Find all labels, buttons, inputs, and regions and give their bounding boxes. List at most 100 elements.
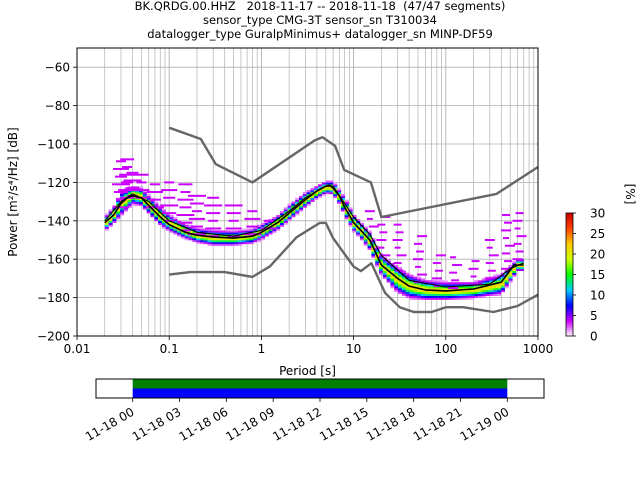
density-cell bbox=[192, 226, 197, 229]
colorbar-swatch bbox=[566, 213, 573, 216]
colorbar-swatch bbox=[566, 303, 573, 306]
density-cell bbox=[314, 195, 319, 199]
density-cell bbox=[390, 278, 395, 281]
density-cell bbox=[192, 240, 197, 243]
colorbar-swatch bbox=[566, 223, 573, 226]
density-cell bbox=[173, 230, 178, 233]
density-cell bbox=[146, 195, 151, 199]
density-cell bbox=[142, 193, 147, 197]
density-cell bbox=[420, 295, 425, 298]
density-cell bbox=[417, 293, 422, 296]
density-cell bbox=[382, 264, 387, 268]
density-cell bbox=[276, 216, 281, 220]
density-cell bbox=[398, 274, 403, 277]
density-cell bbox=[413, 282, 418, 285]
density-cell bbox=[135, 199, 140, 202]
density-cell bbox=[405, 291, 410, 295]
density-cell bbox=[481, 293, 486, 296]
outlier-cell bbox=[364, 210, 375, 213]
density-cell bbox=[215, 238, 220, 241]
density-cell bbox=[173, 228, 178, 231]
title-line-1: BK.QRDG.00.HHZ 2018-11-17 -- 2018-11-18 … bbox=[134, 0, 506, 13]
density-cell bbox=[512, 268, 517, 272]
density-cell bbox=[428, 291, 433, 295]
density-cell bbox=[306, 190, 311, 193]
density-cell bbox=[371, 249, 376, 252]
density-cell bbox=[439, 282, 445, 285]
density-cell bbox=[314, 186, 319, 189]
colorbar-swatch bbox=[566, 331, 573, 335]
density-cell bbox=[238, 240, 243, 243]
density-cell bbox=[489, 278, 494, 281]
timeline-tick-label: 11-19 00 bbox=[458, 405, 512, 444]
density-cell bbox=[161, 222, 166, 225]
density-cell bbox=[375, 249, 380, 252]
density-cell bbox=[230, 240, 235, 243]
density-cell bbox=[329, 192, 334, 195]
density-cell bbox=[158, 207, 163, 210]
density-cell bbox=[268, 228, 273, 231]
density-cell bbox=[439, 280, 445, 283]
density-cell bbox=[272, 230, 277, 233]
density-cell bbox=[432, 280, 437, 283]
outlier-cell bbox=[366, 217, 373, 220]
outlier-cell bbox=[246, 225, 259, 228]
density-cell bbox=[135, 201, 140, 204]
density-cell bbox=[386, 263, 391, 266]
colorbar-swatch bbox=[566, 311, 573, 314]
density-cell bbox=[154, 215, 159, 218]
density-cell bbox=[287, 215, 292, 218]
density-cell bbox=[154, 201, 159, 204]
density-cell bbox=[401, 291, 406, 295]
density-cell bbox=[295, 197, 300, 200]
density-cell bbox=[363, 236, 368, 239]
density-cell bbox=[462, 289, 467, 293]
density-cell bbox=[417, 295, 422, 298]
density-cell bbox=[333, 182, 338, 185]
colorbar-swatch bbox=[566, 317, 573, 320]
density-cell bbox=[158, 216, 163, 220]
density-cell bbox=[417, 291, 422, 295]
density-cell bbox=[455, 288, 460, 291]
density-cell bbox=[104, 226, 109, 229]
density-cell bbox=[291, 211, 296, 214]
density-cell bbox=[367, 234, 372, 237]
density-cell bbox=[192, 236, 197, 239]
density-cell bbox=[196, 230, 201, 233]
density-cell bbox=[245, 240, 250, 243]
density-cell bbox=[413, 291, 418, 295]
density-cell bbox=[458, 293, 464, 296]
density-cell bbox=[466, 282, 471, 285]
density-cell bbox=[234, 232, 239, 235]
density-cell bbox=[135, 197, 140, 200]
density-cell bbox=[356, 224, 361, 227]
density-cell bbox=[508, 270, 513, 273]
density-cell bbox=[299, 203, 304, 206]
density-cell bbox=[500, 276, 505, 279]
plot-frame bbox=[76, 47, 539, 337]
colorbar-swatch bbox=[566, 307, 573, 310]
density-cell bbox=[119, 203, 125, 206]
colorbar-swatch bbox=[566, 282, 573, 286]
density-cell bbox=[215, 240, 220, 243]
colorbar-swatch bbox=[566, 284, 573, 288]
density-cell bbox=[382, 270, 387, 273]
density-cell bbox=[401, 270, 406, 273]
density-cell bbox=[161, 224, 166, 227]
density-cell bbox=[447, 284, 452, 287]
density-cell bbox=[314, 193, 319, 197]
density-cell bbox=[184, 238, 189, 241]
outlier-cell bbox=[434, 269, 443, 272]
density-cell bbox=[420, 278, 425, 281]
density-cell bbox=[253, 240, 258, 243]
density-cell bbox=[165, 228, 170, 231]
density-cell bbox=[474, 293, 479, 296]
density-cell bbox=[249, 236, 254, 239]
density-cell bbox=[489, 288, 494, 291]
density-cell bbox=[299, 205, 304, 208]
density-cell bbox=[394, 272, 399, 275]
density-cell bbox=[337, 197, 342, 200]
density-cell bbox=[405, 274, 410, 277]
density-cell bbox=[131, 197, 136, 200]
density-cell bbox=[398, 282, 403, 285]
